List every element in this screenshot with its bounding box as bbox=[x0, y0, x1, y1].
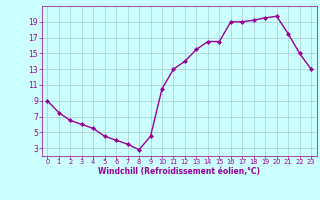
X-axis label: Windchill (Refroidissement éolien,°C): Windchill (Refroidissement éolien,°C) bbox=[98, 167, 260, 176]
